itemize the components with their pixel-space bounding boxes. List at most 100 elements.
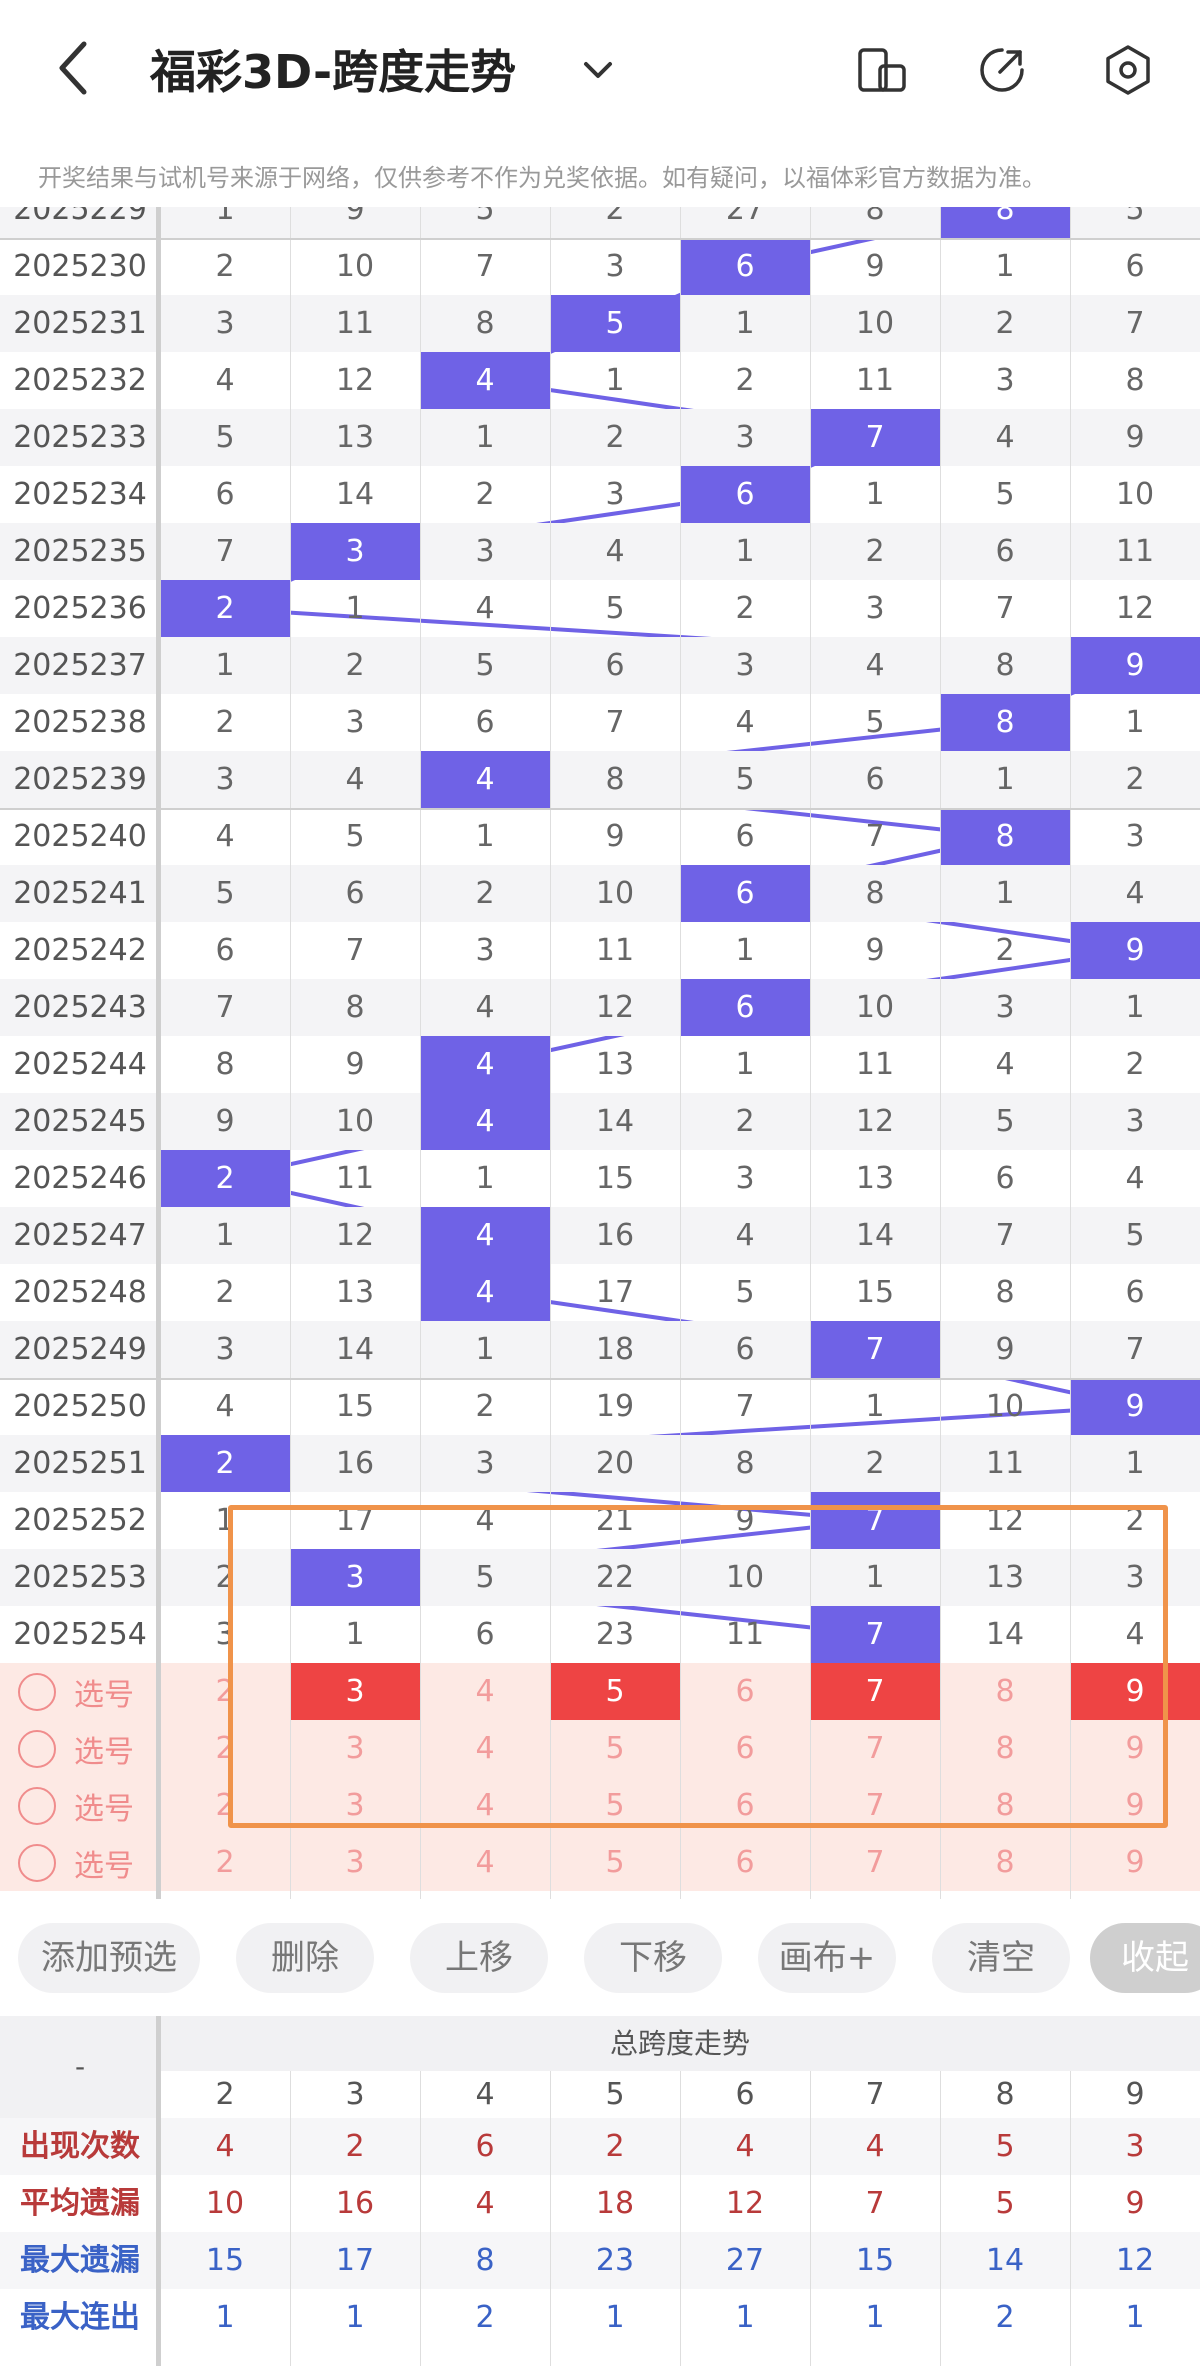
pick-number-5[interactable]: 5 [605, 1845, 625, 1880]
radio-button[interactable] [18, 1672, 56, 1711]
pick-number-4[interactable]: 4 [475, 1674, 495, 1709]
table-row: 2025248 2 13 4 17 5 15 8 6 [0, 1264, 1200, 1321]
stats-value: 7 [865, 2186, 885, 2221]
canvas-plus-button[interactable]: 画布+ [758, 1923, 896, 1993]
pick-number-5[interactable]: 5 [605, 1788, 625, 1823]
stats-title: 总跨度走势 [609, 2027, 750, 2060]
miss-cell: 12 [1115, 591, 1155, 626]
pick-number-4[interactable]: 4 [475, 1845, 495, 1880]
issue-number: 2025230 [13, 249, 147, 284]
stats-column-header: 2 [215, 2077, 235, 2112]
pick-number-9[interactable]: 9 [1125, 1788, 1145, 1823]
radio-button[interactable] [18, 1786, 56, 1825]
hit-cell: 4 [420, 352, 550, 409]
issue-number: 2025231 [13, 306, 147, 341]
collapse-button[interactable]: 收起 [1090, 1923, 1200, 1993]
miss-cell: 3 [215, 1332, 235, 1367]
miss-cell: 2 [735, 363, 755, 398]
pick-row: 选号 2 3 4 5 6 7 8 9 [0, 1663, 1200, 1720]
clear-button[interactable]: 清空 [932, 1923, 1070, 1993]
pick-number-7[interactable]: 7 [865, 1731, 885, 1766]
miss-cell: 4 [215, 819, 235, 854]
miss-cell: 2 [865, 1446, 885, 1481]
pick-number-6[interactable]: 6 [735, 1674, 755, 1709]
issue-number: 2025241 [13, 876, 147, 911]
stats-value: 14 [985, 2243, 1025, 2278]
stats-value: 27 [725, 2243, 765, 2278]
stats-value: 9 [1125, 2186, 1145, 2221]
miss-cell: 9 [345, 1047, 365, 1082]
pick-number-2[interactable]: 2 [215, 1845, 235, 1880]
pick-number-8[interactable]: 8 [995, 1731, 1015, 1766]
pick-number-8[interactable]: 8 [995, 1845, 1015, 1880]
table-row: 2025229 1 9 5 2 27 8 8 5 [0, 207, 1200, 238]
pick-row-label[interactable]: 选号 [18, 1663, 134, 1720]
hit-cell: 7 [810, 1321, 940, 1378]
pick-number-9[interactable]: 9 [1125, 1731, 1145, 1766]
pick-row-label[interactable]: 选号 [18, 1777, 134, 1834]
miss-cell: 9 [995, 1332, 1015, 1367]
pick-row-label[interactable]: 选号 [18, 1834, 134, 1891]
tablet-rotate-icon[interactable] [856, 44, 908, 96]
table-row: 2025249 3 14 1 18 6 7 9 7 [0, 1321, 1200, 1378]
pick-number-9[interactable]: 9 [1070, 1663, 1200, 1720]
pick-number-8[interactable]: 8 [995, 1788, 1015, 1823]
pick-number-7[interactable]: 7 [810, 1663, 940, 1720]
pick-number-3[interactable]: 3 [345, 1845, 365, 1880]
pick-number-8[interactable]: 8 [995, 1674, 1015, 1709]
settings-icon[interactable] [1102, 44, 1154, 96]
miss-cell: 12 [335, 1218, 375, 1253]
hit-cell: 7 [810, 1492, 940, 1549]
trend-grid: 2025229 1 9 5 2 27 8 8 5 2025230 2 10 7 3 6 9 1 6 2025231 3… [0, 207, 1200, 1899]
pick-number-5[interactable]: 5 [550, 1663, 680, 1720]
miss-cell: 3 [605, 477, 625, 512]
stats-value: 1 [865, 2300, 885, 2335]
miss-cell: 3 [1125, 819, 1145, 854]
miss-cell: 1 [345, 591, 365, 626]
move-down-button[interactable]: 下移 [584, 1923, 722, 1993]
miss-cell: 11 [725, 1617, 765, 1652]
pick-number-4[interactable]: 4 [475, 1788, 495, 1823]
miss-cell: 7 [995, 1218, 1015, 1253]
radio-button[interactable] [18, 1729, 56, 1768]
miss-cell: 22 [595, 1560, 635, 1595]
miss-cell: 15 [855, 1275, 895, 1310]
pick-number-7[interactable]: 7 [865, 1788, 885, 1823]
page-title[interactable]: 福彩3D-跨度走势 [150, 45, 517, 99]
table-row: 2025234 6 14 2 3 6 1 5 10 [0, 466, 1200, 523]
chevron-down-icon[interactable] [578, 50, 618, 90]
issue-number: 2025235 [13, 534, 147, 569]
miss-cell: 11 [855, 363, 895, 398]
pick-number-5[interactable]: 5 [605, 1731, 625, 1766]
table-row: 2025233 5 13 1 2 3 7 4 9 [0, 409, 1200, 466]
move-up-button[interactable]: 上移 [410, 1923, 548, 1993]
stats-value: 5 [995, 2186, 1015, 2221]
issue-number: 2025244 [13, 1047, 147, 1082]
pick-number-7[interactable]: 7 [865, 1845, 885, 1880]
stats-value: 3 [1125, 2129, 1145, 2164]
back-arrow-icon[interactable] [50, 38, 100, 98]
pick-number-6[interactable]: 6 [735, 1788, 755, 1823]
share-icon[interactable] [976, 44, 1028, 96]
table-row: 2025240 4 5 1 9 6 7 8 3 [0, 808, 1200, 865]
hit-cell: 6 [680, 466, 810, 523]
miss-cell: 1 [865, 477, 885, 512]
stats-value: 4 [475, 2186, 495, 2221]
pick-row-label[interactable]: 选号 [18, 1720, 134, 1777]
miss-cell: 3 [475, 1446, 495, 1481]
pick-number-4[interactable]: 4 [475, 1731, 495, 1766]
pick-number-3[interactable]: 3 [290, 1663, 420, 1720]
delete-button[interactable]: 删除 [236, 1923, 374, 1993]
radio-button[interactable] [18, 1843, 56, 1882]
miss-cell: 7 [735, 1389, 755, 1424]
miss-cell: 1 [345, 1617, 365, 1652]
pick-number-3[interactable]: 3 [345, 1788, 365, 1823]
pick-number-6[interactable]: 6 [735, 1731, 755, 1766]
miss-cell: 6 [735, 1332, 755, 1367]
pick-label-text: 选号 [74, 1848, 134, 1884]
pick-number-9[interactable]: 9 [1125, 1845, 1145, 1880]
add-preselect-button[interactable]: 添加预选 [18, 1923, 200, 1993]
pick-number-3[interactable]: 3 [345, 1731, 365, 1766]
pick-number-6[interactable]: 6 [735, 1845, 755, 1880]
miss-cell: 1 [475, 1161, 495, 1196]
